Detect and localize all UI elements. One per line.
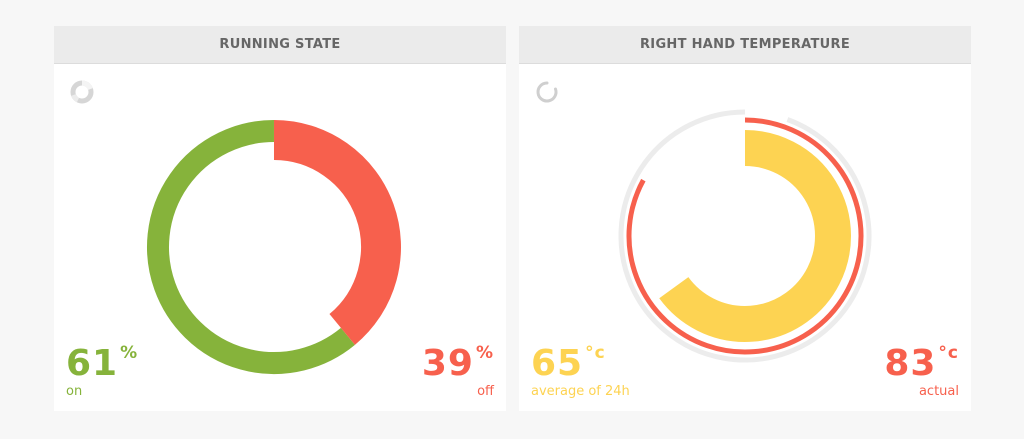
running-state-card: RUNNING STATE 61 % on 39 % off [54,26,506,411]
on-stat: 61 % on [66,343,139,400]
on-label: on [66,384,83,399]
temperature-radial-chart [618,109,872,363]
off-percent-unit: % [475,343,494,363]
average-temperature-unit: °c [585,343,606,363]
off-stat: 39 % off [421,343,494,400]
radial-segment-actual [626,117,864,355]
radial-track [618,109,872,363]
off-percent-value: 39 [421,343,474,384]
right-hand-temperature-card: RIGHT HAND TEMPERATURE 65 °c average of … [519,26,971,411]
average-temperature-value: 65 [531,343,584,384]
on-percent-value: 61 [66,343,119,384]
temperature-title: RIGHT HAND TEMPERATURE [519,26,971,64]
loading-spinner-icon [536,81,558,103]
actual-temperature-unit: °c [938,343,959,363]
donut-segment-on [147,120,355,374]
actual-stat: 83 °c actual [884,343,959,400]
loading-spinner-icon [70,80,94,104]
running-state-donut-chart [147,120,401,374]
actual-temperature-value: 83 [884,343,937,384]
average-label: average of 24h [531,384,630,399]
radial-segment-average [659,130,851,342]
donut-segment-off [273,120,401,345]
actual-label: actual [918,384,959,399]
average-stat: 65 °c average of 24h [531,343,630,400]
on-percent-unit: % [120,343,139,363]
running-state-title: RUNNING STATE [54,26,506,64]
off-label: off [477,384,494,399]
